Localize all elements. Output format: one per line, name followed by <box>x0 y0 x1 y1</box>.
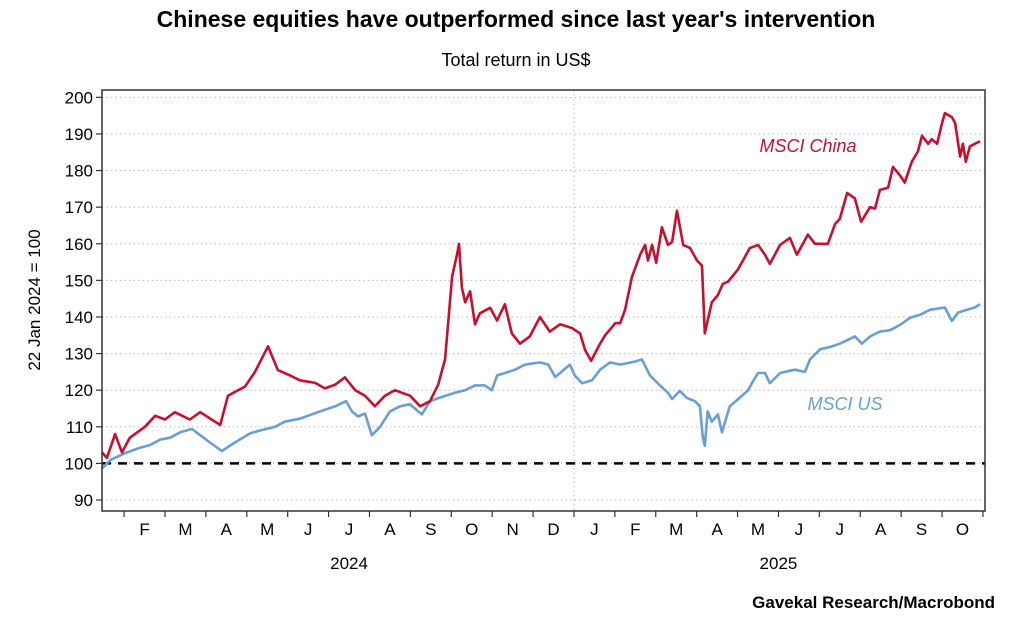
x-tick-label: S <box>916 520 927 539</box>
x-year-label: 2025 <box>760 554 798 573</box>
gridlines <box>102 90 985 511</box>
y-axis: 90 100 110 120 130 140 150 160 170 180 190 200 <box>65 88 102 510</box>
y-tick-label: 150 <box>65 271 93 290</box>
chart-title: Chinese equities have outperformed since… <box>157 6 876 32</box>
x-year-label: 2024 <box>330 554 368 573</box>
y-tick-label: 170 <box>65 198 93 217</box>
x-tick-label: A <box>384 520 396 539</box>
y-tick-label: 120 <box>65 381 93 400</box>
x-tick-label: N <box>506 520 518 539</box>
y-tick-label: 100 <box>65 454 93 473</box>
plot-frame <box>101 89 986 512</box>
x-tick-label: D <box>547 520 559 539</box>
x-tick-label: O <box>956 520 969 539</box>
series-line-msci-china <box>101 111 981 460</box>
y-tick-label: 110 <box>66 418 93 437</box>
y-axis-label: 22 Jan 2024 = 100 <box>25 229 44 370</box>
y-tick-label: 200 <box>65 88 93 107</box>
x-tick-label: M <box>260 520 274 539</box>
x-tick-label: S <box>425 520 436 539</box>
series-label-msci-china: MSCI China <box>759 136 856 156</box>
x-tick-label: F <box>630 520 640 539</box>
y-tick-label: 190 <box>65 125 93 144</box>
x-tick-label: J <box>345 520 354 539</box>
y-tick-label: 130 <box>65 345 93 364</box>
y-tick-label: 180 <box>65 162 93 181</box>
x-tick-label: J <box>304 520 313 539</box>
x-tick-label: O <box>465 520 478 539</box>
x-tick-label: M <box>669 520 683 539</box>
y-tick-label: 160 <box>65 235 93 254</box>
x-tick-label: J <box>795 520 804 539</box>
y-tick-label: 140 <box>65 308 93 327</box>
x-tick-label: F <box>139 520 149 539</box>
series-line-msci-us <box>101 303 981 470</box>
series-lines <box>101 111 985 470</box>
y-tick-label: 90 <box>74 491 93 510</box>
x-tick-label: J <box>590 520 599 539</box>
x-tick-label: M <box>178 520 192 539</box>
chart-subtitle: Total return in US$ <box>441 50 590 70</box>
x-tick-label: J <box>836 520 845 539</box>
x-axis: F M A M J J A S O N D J F M A M J J A S O 2024 2025 <box>123 511 984 573</box>
x-tick-label: A <box>711 520 723 539</box>
source-note: Gavekal Research/Macrobond <box>752 593 995 612</box>
x-tick-label: A <box>875 520 887 539</box>
series-label-msci-us: MSCI US <box>807 394 882 414</box>
x-tick-label: M <box>751 520 765 539</box>
x-tick-label: A <box>221 520 233 539</box>
